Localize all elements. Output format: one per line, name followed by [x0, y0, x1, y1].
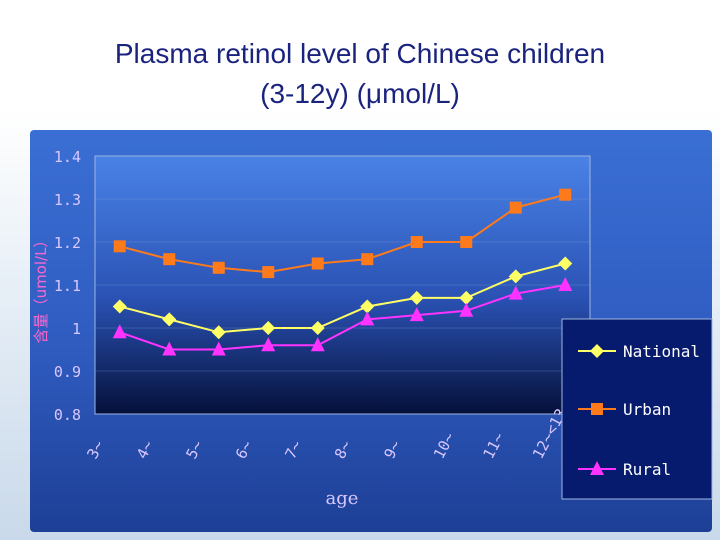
title-line-2: (3-12y) (μmol/L)	[260, 78, 460, 109]
urban-series-line	[119, 193, 566, 274]
data-point	[211, 325, 226, 340]
data-point	[261, 337, 276, 352]
data-point	[113, 240, 126, 253]
data-point	[310, 337, 325, 352]
y-tick-label: 0.9	[54, 363, 81, 381]
national-series-line	[119, 262, 566, 334]
x-tick-label: 8~	[331, 437, 355, 461]
x-tick-label: 6~	[232, 437, 256, 461]
y-tick-label: 1.3	[54, 191, 81, 209]
data-point	[509, 201, 522, 214]
data-point	[460, 236, 473, 248]
data-point	[410, 236, 423, 248]
y-tick-label: 1.1	[54, 277, 81, 295]
legend-label-urban: Urban	[623, 400, 671, 419]
data-point	[162, 312, 177, 327]
y-tick-label: 1.2	[54, 234, 81, 252]
data-point	[459, 290, 474, 305]
y-tick-label: 1	[72, 320, 81, 338]
x-tick-label: 9~	[380, 437, 404, 461]
rural-series-line	[119, 284, 566, 351]
data-point	[360, 311, 375, 326]
x-tick-label: 4~	[133, 437, 157, 461]
title-line-1: Plasma retinol level of Chinese children	[114, 38, 606, 69]
x-tick-label: 3~	[83, 437, 107, 461]
data-point	[558, 256, 573, 271]
data-point	[311, 257, 324, 270]
data-point	[310, 321, 325, 335]
data-point	[112, 299, 127, 314]
legend-marker-national	[590, 344, 604, 358]
data-point	[459, 302, 474, 317]
legend-marker-rural	[590, 461, 604, 475]
data-point	[559, 188, 572, 201]
data-point	[360, 299, 375, 314]
x-tick-label: 7~	[281, 437, 305, 461]
data-point	[162, 341, 177, 356]
data-point	[211, 341, 226, 356]
data-point	[163, 253, 176, 266]
slide-title: Plasma retinol level of Chinese children…	[0, 34, 720, 114]
data-point	[508, 269, 523, 284]
data-point	[261, 321, 276, 335]
data-point	[361, 253, 374, 266]
data-point	[409, 307, 424, 322]
x-tick-label: 11~	[479, 430, 508, 462]
data-point	[508, 285, 523, 300]
legend-label-national: National	[623, 342, 700, 361]
x-tick-label: 5~	[182, 437, 206, 461]
data-point	[112, 324, 127, 339]
y-axis-label: 含量（umol/L）	[32, 233, 50, 344]
legend-label-rural: Rural	[623, 460, 671, 479]
data-point	[262, 266, 275, 279]
x-tick-label: 10~	[430, 430, 459, 462]
x-axis-label: age	[326, 488, 359, 509]
data-point	[409, 290, 424, 305]
data-point	[212, 261, 225, 274]
data-point	[558, 277, 573, 291]
y-tick-label: 1.4	[54, 148, 81, 166]
legend-marker-urban	[591, 403, 603, 415]
y-tick-label: 0.8	[54, 406, 81, 424]
